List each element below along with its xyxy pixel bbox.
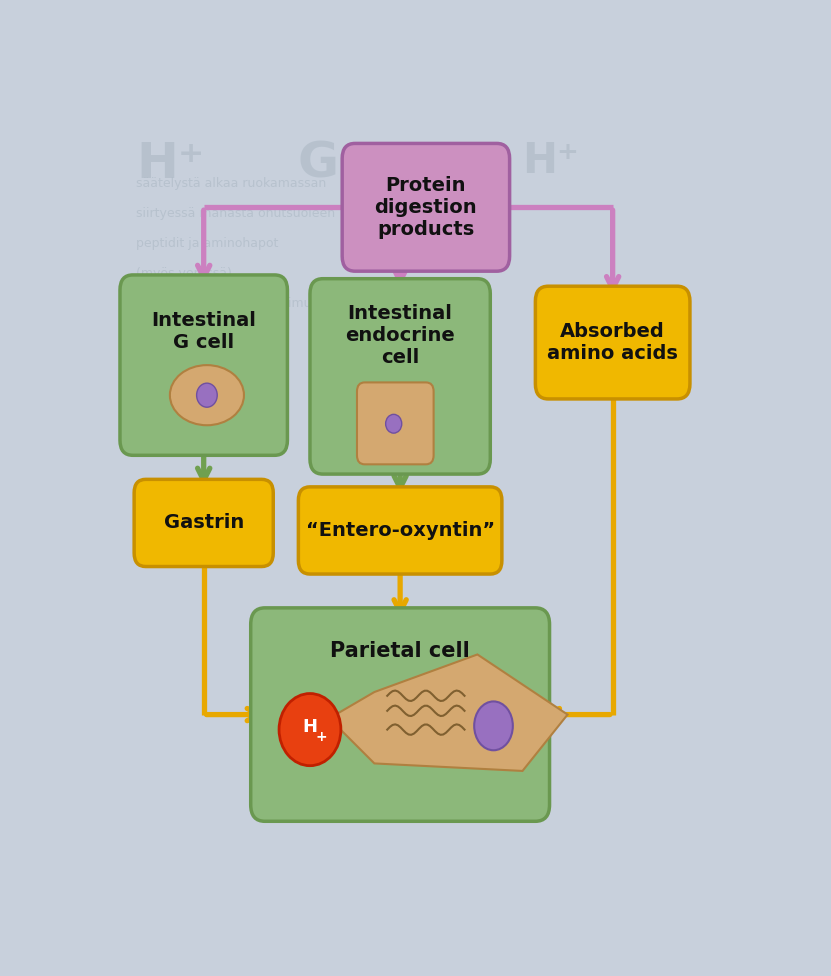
FancyBboxPatch shape: [251, 608, 549, 821]
FancyBboxPatch shape: [342, 143, 509, 271]
Text: Absorbed
amino acids: Absorbed amino acids: [548, 322, 678, 363]
Text: Protein
digestion
products: Protein digestion products: [375, 176, 477, 239]
Text: ruokasulan ph jos >3, stimuloi: ruokasulan ph jos >3, stimuloi: [136, 298, 327, 310]
Text: peptidit ja aminohapot: peptidit ja aminohapot: [136, 237, 278, 251]
FancyBboxPatch shape: [120, 275, 288, 455]
Ellipse shape: [475, 702, 513, 751]
Text: siirtyessä mahasta ohutsuoleen: siirtyessä mahasta ohutsuoleen: [136, 207, 335, 221]
Text: H⁺: H⁺: [136, 140, 204, 187]
Text: säätelystä alkaa ruokamassan: säätelystä alkaa ruokamassan: [136, 178, 327, 190]
FancyBboxPatch shape: [310, 279, 490, 474]
Ellipse shape: [386, 415, 401, 433]
Text: G: G: [297, 140, 338, 187]
FancyBboxPatch shape: [134, 479, 273, 566]
Text: H⁺: H⁺: [523, 140, 579, 182]
Polygon shape: [329, 655, 568, 771]
Text: “Entero-oxyntin”: “Entero-oxyntin”: [306, 521, 494, 540]
FancyBboxPatch shape: [357, 383, 434, 465]
Text: (myös veressä): (myös veressä): [136, 267, 232, 280]
Text: H: H: [302, 717, 317, 736]
Ellipse shape: [170, 365, 244, 426]
Text: +: +: [316, 730, 327, 744]
Text: Intestinal
endocrine
cell: Intestinal endocrine cell: [345, 304, 455, 367]
FancyBboxPatch shape: [535, 286, 690, 399]
Text: Intestinal
G cell: Intestinal G cell: [151, 310, 256, 351]
Circle shape: [279, 694, 341, 766]
Text: Parietal cell: Parietal cell: [330, 640, 470, 661]
Ellipse shape: [197, 384, 217, 407]
FancyBboxPatch shape: [298, 487, 502, 574]
Text: Gastrin: Gastrin: [164, 513, 243, 533]
